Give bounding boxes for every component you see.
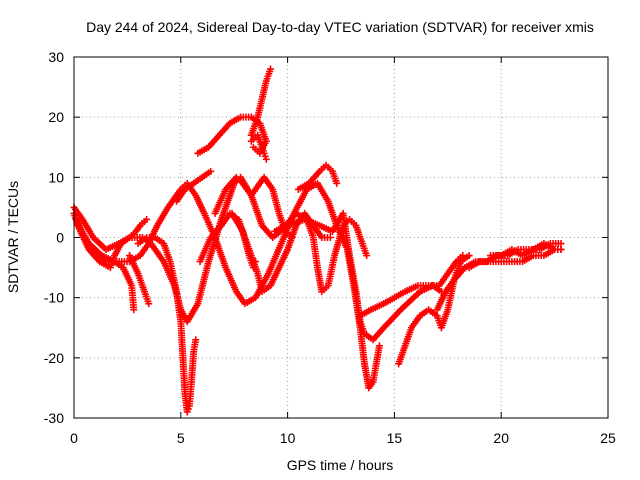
data-point bbox=[249, 143, 257, 151]
data-points bbox=[70, 65, 565, 416]
y-tick-label: -20 bbox=[44, 350, 64, 366]
y-tick-label: -10 bbox=[44, 290, 64, 306]
data-point bbox=[375, 342, 383, 350]
data-series-5 bbox=[126, 252, 153, 308]
data-point bbox=[262, 155, 270, 163]
data-series-20 bbox=[487, 240, 565, 260]
tick-labels: 0 5 10 15 20 25 -30 -20 -10 0 10 20 30 bbox=[44, 49, 616, 446]
x-tick-label: 0 bbox=[70, 430, 78, 446]
data-series-6 bbox=[134, 234, 200, 416]
y-tick-label: 20 bbox=[48, 109, 64, 125]
axis-ticks bbox=[73, 56, 609, 419]
data-series-9 bbox=[247, 65, 275, 139]
y-tick-label: 0 bbox=[56, 230, 64, 246]
data-series-15 bbox=[271, 209, 371, 296]
x-tick-label: 5 bbox=[177, 430, 185, 446]
x-tick-label: 25 bbox=[600, 430, 616, 446]
data-series-14 bbox=[294, 161, 341, 193]
gridlines bbox=[74, 57, 608, 418]
y-tick-label: 30 bbox=[48, 49, 64, 65]
data-point bbox=[130, 306, 138, 314]
data-series-16 bbox=[356, 252, 467, 320]
data-point bbox=[557, 240, 565, 248]
data-series-10 bbox=[247, 131, 270, 163]
data-point bbox=[363, 252, 371, 260]
x-tick-label: 15 bbox=[387, 430, 403, 446]
data-point bbox=[207, 167, 215, 175]
data-point bbox=[192, 336, 200, 344]
data-point bbox=[557, 246, 565, 254]
data-point bbox=[333, 179, 341, 187]
data-point bbox=[465, 252, 473, 260]
data-point bbox=[143, 215, 151, 223]
data-point bbox=[326, 234, 334, 241]
x-tick-label: 20 bbox=[493, 430, 509, 446]
chart-title: Day 244 of 2024, Sidereal Day-to-day VTE… bbox=[86, 19, 594, 35]
data-series-3 bbox=[74, 221, 138, 314]
data-series-17 bbox=[395, 252, 473, 368]
data-point bbox=[267, 65, 275, 73]
x-axis-label: GPS time / hours bbox=[287, 457, 394, 473]
data-series-7 bbox=[173, 167, 215, 205]
y-tick-label: 10 bbox=[48, 169, 64, 185]
data-point bbox=[145, 300, 153, 308]
y-axis-label: SDTVAR / TECUs bbox=[5, 181, 21, 293]
x-tick-label: 10 bbox=[280, 430, 296, 446]
y-tick-label: -30 bbox=[44, 410, 64, 426]
